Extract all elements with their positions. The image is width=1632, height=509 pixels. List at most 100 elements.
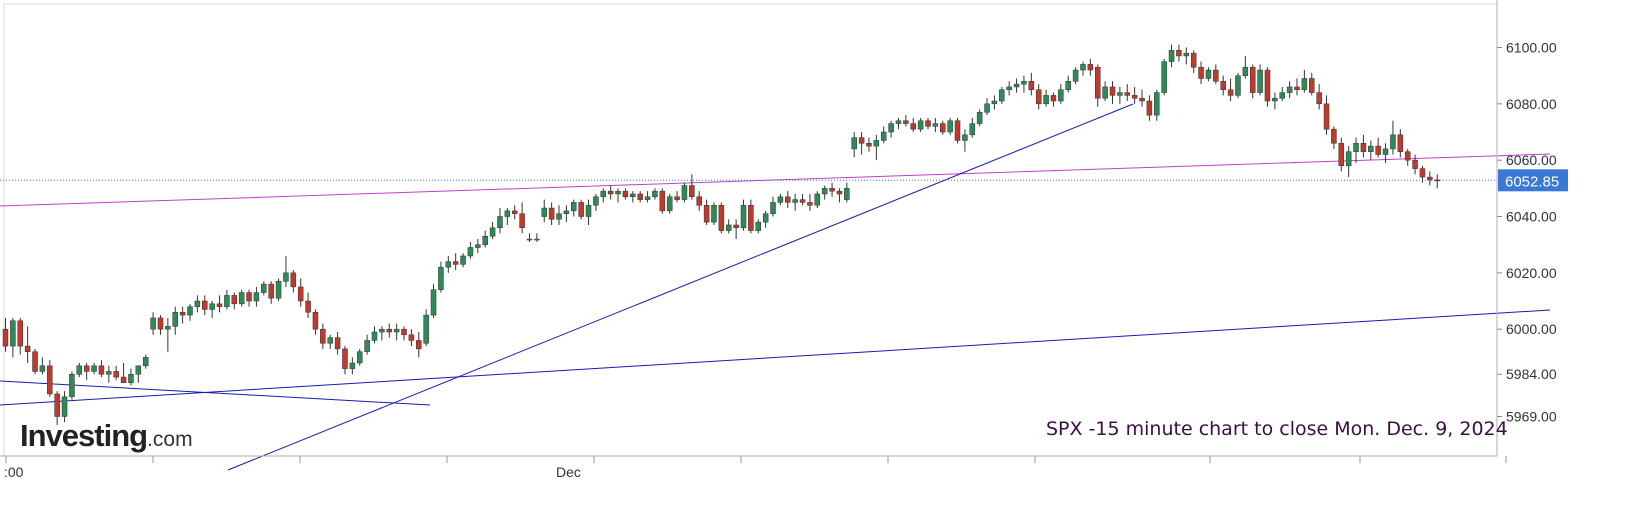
candle-body <box>1345 151 1352 167</box>
candle-body <box>305 300 311 313</box>
candle-body <box>1397 134 1404 152</box>
candle <box>438 261 444 293</box>
candle <box>711 202 717 225</box>
candle-body <box>1139 97 1145 102</box>
candle <box>297 278 304 307</box>
candle-body <box>725 224 732 231</box>
candle <box>947 117 953 135</box>
candle <box>1146 95 1153 121</box>
candle <box>829 182 835 197</box>
candle <box>305 292 311 318</box>
y-tick-label: 6000.00 <box>1506 321 1557 337</box>
candle <box>327 334 333 349</box>
candle <box>1117 86 1123 104</box>
candle-body <box>910 123 916 130</box>
candle-body <box>209 303 215 310</box>
candle <box>807 193 813 211</box>
trendlines-layer <box>0 103 1551 471</box>
candle <box>1390 120 1396 155</box>
candle <box>1323 95 1330 135</box>
candle <box>1198 61 1204 85</box>
candle <box>1043 89 1049 107</box>
candle <box>851 132 857 158</box>
candle-body <box>342 348 348 369</box>
candle <box>120 362 127 383</box>
candle <box>755 219 762 234</box>
candle-body <box>1412 159 1418 169</box>
candle <box>910 117 916 133</box>
candle-body <box>984 103 990 113</box>
candle-body <box>253 292 260 302</box>
candle <box>150 312 156 335</box>
candle <box>1242 55 1249 79</box>
candle-body <box>1028 81 1035 91</box>
candle-body <box>475 244 481 248</box>
candle <box>777 193 784 206</box>
candle <box>1419 165 1426 183</box>
candle-body <box>976 112 983 124</box>
candle-body <box>556 213 562 220</box>
candle <box>1035 84 1042 110</box>
candle-body <box>652 190 658 198</box>
candle <box>349 357 356 375</box>
candle <box>24 326 31 363</box>
candle <box>925 117 931 130</box>
y-tick-label: 6020.00 <box>1506 265 1557 281</box>
candle <box>1249 64 1256 99</box>
candle-body <box>578 202 584 217</box>
candle <box>733 219 739 240</box>
candle-body <box>327 337 333 344</box>
candle <box>1058 84 1064 104</box>
candle-body <box>821 188 828 195</box>
candle <box>253 286 260 307</box>
chart-caption: SPX -15 minute chart to close Mon. Dec. … <box>1046 418 1508 440</box>
candle-body <box>666 196 673 212</box>
candle <box>1235 72 1241 99</box>
candle <box>888 120 894 138</box>
candle-body <box>1013 83 1020 88</box>
candle <box>1427 171 1433 186</box>
candle-body <box>644 196 651 200</box>
candle-body <box>681 185 688 200</box>
candle <box>873 134 880 161</box>
candle-body <box>452 261 459 265</box>
candles-layer <box>2 44 1440 425</box>
candle-body <box>593 196 599 206</box>
candle-body <box>460 255 466 265</box>
candle <box>334 331 341 355</box>
candle <box>792 193 798 211</box>
candle-body <box>142 357 149 367</box>
candle <box>718 202 725 234</box>
candle <box>615 188 621 203</box>
candle <box>917 117 924 133</box>
candle-body <box>1205 69 1212 79</box>
candle <box>504 208 511 225</box>
candle-body <box>445 261 452 268</box>
candle-body <box>283 272 289 282</box>
candle <box>1080 61 1086 76</box>
candle-body <box>1035 89 1042 105</box>
candle <box>511 205 518 220</box>
candle-body <box>504 210 511 217</box>
candle <box>157 315 164 335</box>
candle-body <box>718 204 725 231</box>
candle <box>452 253 459 271</box>
logo-suffix: .com <box>147 428 193 451</box>
candle <box>858 132 865 155</box>
candle <box>607 185 614 200</box>
candle-body <box>1190 52 1197 68</box>
candle-body <box>349 362 356 369</box>
candle-body <box>1183 52 1190 57</box>
candle-body <box>482 235 488 245</box>
candle <box>69 371 75 400</box>
candle-body <box>386 328 393 333</box>
candle-body <box>585 204 592 217</box>
candle <box>32 348 38 375</box>
candle <box>209 301 215 318</box>
candle-body <box>1434 179 1440 182</box>
candle <box>1161 58 1167 96</box>
candle <box>10 317 16 358</box>
candle <box>585 199 592 225</box>
candle-body <box>1102 86 1108 99</box>
candle-body <box>999 89 1005 102</box>
